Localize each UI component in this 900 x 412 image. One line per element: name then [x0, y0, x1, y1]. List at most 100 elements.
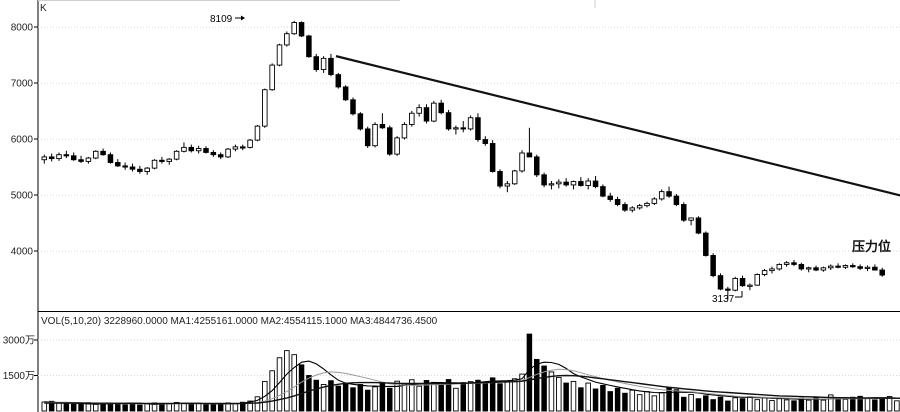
- candlestick: [526, 127, 533, 158]
- volume-bar-up: [254, 396, 261, 412]
- candle-body-down: [534, 156, 540, 176]
- candle-body-up: [166, 158, 172, 162]
- pressure-level-label: 压力位: [852, 239, 891, 255]
- volume-bar-down: [592, 388, 599, 412]
- candlestick: [460, 121, 467, 133]
- candle-body-down: [63, 154, 70, 157]
- candlestick: [276, 43, 283, 67]
- candle-body-down: [328, 57, 334, 76]
- candlestick: [857, 264, 863, 271]
- candle-body-up: [254, 125, 261, 141]
- candle-body-down: [710, 255, 716, 277]
- candle-body-up: [658, 191, 665, 200]
- candlestick: [842, 264, 849, 269]
- candlestick: [725, 286, 731, 300]
- candlestick: [717, 273, 724, 291]
- candlestick: [232, 144, 239, 152]
- candle-body-down: [563, 181, 569, 186]
- candlestick: [578, 177, 584, 187]
- candlestick: [56, 152, 62, 161]
- candlestick: [387, 125, 393, 156]
- candle-body-down: [622, 204, 628, 211]
- candle-body-down: [203, 148, 209, 153]
- volume-bar-up: [769, 400, 775, 412]
- volume-bar-down: [364, 389, 371, 412]
- candlestick: [262, 88, 268, 128]
- candlestick: [482, 136, 489, 146]
- candle-body-down: [350, 99, 356, 115]
- candlestick: [688, 217, 694, 226]
- candle-body-up: [747, 284, 753, 287]
- candlestick: [629, 206, 636, 213]
- candlestick: [489, 140, 496, 173]
- candlestick: [739, 275, 746, 287]
- candlestick: [879, 267, 885, 277]
- volume-bar-up: [761, 397, 768, 412]
- candle-body-down: [423, 107, 430, 122]
- candle-body-down: [239, 146, 246, 149]
- volume-bar-up: [688, 393, 694, 412]
- volume-bar-down: [48, 400, 55, 412]
- candlestick: [144, 167, 150, 175]
- volume-bar-down: [600, 384, 606, 412]
- candlestick: [423, 104, 430, 124]
- volume-bar-up: [651, 395, 658, 412]
- volume-bar-down: [313, 379, 320, 412]
- price-tick-label: 4000: [11, 247, 34, 258]
- candlestick: [791, 259, 797, 267]
- candlestick: [166, 158, 172, 165]
- candlesticks: [41, 20, 885, 300]
- volume-bar-down: [217, 403, 224, 412]
- candle-body-up: [629, 207, 636, 211]
- candle-body-down: [357, 113, 364, 130]
- volume-bar-down: [482, 382, 489, 412]
- candle-body-down: [115, 162, 121, 167]
- candle-body-down: [879, 269, 885, 276]
- volume-bar-down: [791, 400, 797, 412]
- candle-body-up: [247, 139, 253, 148]
- candlestick: [732, 276, 738, 292]
- candlestick: [769, 266, 775, 274]
- candlestick: [225, 147, 231, 159]
- candle-body-up: [453, 127, 459, 130]
- volume-bar-down: [438, 383, 444, 412]
- volume-bar-up: [247, 400, 253, 412]
- candle-body-up: [394, 137, 400, 155]
- candlestick: [188, 144, 195, 153]
- candle-body-up: [585, 180, 591, 186]
- volume-bar-up: [776, 398, 783, 412]
- volume-bar-down: [210, 403, 217, 412]
- volume-bar-down: [445, 379, 452, 412]
- volume-bar-down: [717, 396, 724, 412]
- candlestick: [364, 126, 371, 148]
- candle-body-down: [387, 127, 393, 155]
- candle-body-up: [92, 150, 99, 159]
- candle-body-up: [151, 159, 158, 169]
- volume-bar-down: [357, 384, 364, 412]
- candle-body-up: [232, 146, 239, 150]
- volume-bar-up: [144, 403, 150, 412]
- volume-bar-up: [585, 382, 591, 412]
- candle-body-down: [666, 191, 672, 197]
- volume-moving-averages: [44, 360, 900, 405]
- candlestick: [783, 261, 790, 267]
- candlestick: [431, 100, 437, 123]
- candlestick: [835, 263, 841, 269]
- volume-bar-down: [798, 397, 805, 412]
- candle-body-down: [739, 277, 746, 287]
- volume-bar-up: [754, 399, 761, 412]
- candle-body-down: [695, 217, 702, 234]
- volume-bar-up: [195, 402, 202, 412]
- volume-bar-up: [511, 378, 518, 412]
- candle-body-down: [475, 117, 481, 141]
- candlestick: [195, 145, 202, 154]
- volume-bar-up: [320, 384, 327, 412]
- pressure-trendline: [335, 55, 900, 197]
- candlestick: [541, 172, 547, 188]
- candle-body-up: [519, 152, 525, 172]
- volume-ma3-line: [44, 374, 900, 405]
- candlestick: [636, 203, 643, 210]
- volume-bar-up: [291, 354, 297, 412]
- candle-body-down: [592, 180, 599, 188]
